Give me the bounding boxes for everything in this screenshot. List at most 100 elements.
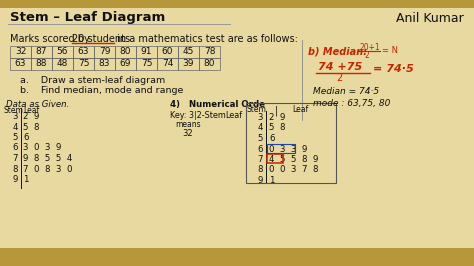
Text: Leaf: Leaf	[23, 106, 39, 115]
Text: means: means	[175, 120, 201, 129]
Bar	[136, 46, 157, 58]
Bar	[115, 58, 136, 70]
Text: a.    Draw a stem-leaf diagram: a. Draw a stem-leaf diagram	[20, 76, 165, 85]
Bar	[0, 248, 474, 266]
Text: 5  8: 5 8	[269, 123, 285, 132]
Bar	[73, 58, 94, 70]
Text: 75: 75	[141, 60, 152, 69]
Bar	[199, 46, 220, 58]
Text: 87: 87	[36, 48, 47, 56]
Text: Stem: Stem	[246, 105, 266, 114]
Bar	[10, 58, 31, 70]
Text: 9: 9	[13, 175, 18, 184]
Bar	[157, 46, 178, 58]
Text: 74: 74	[162, 60, 173, 69]
Text: 9  8  5  5  4: 9 8 5 5 4	[23, 154, 73, 163]
Text: 6: 6	[257, 144, 263, 153]
Text: 45: 45	[183, 48, 194, 56]
Text: Stem: Stem	[3, 106, 23, 115]
Text: 3: 3	[257, 113, 263, 122]
Text: 88: 88	[36, 60, 47, 69]
Text: 75: 75	[78, 60, 89, 69]
Bar	[246, 103, 336, 182]
Text: b) Median:: b) Median:	[308, 46, 367, 56]
Text: Marks scored by: Marks scored by	[10, 34, 93, 44]
Text: 4  5  5  8  9: 4 5 5 8 9	[269, 155, 319, 164]
Text: Median = 74·5: Median = 74·5	[313, 87, 379, 96]
Text: 4)   Numerical Orde: 4) Numerical Orde	[170, 100, 265, 109]
Bar	[31, 58, 52, 70]
Text: 63: 63	[15, 60, 26, 69]
Text: 79: 79	[99, 48, 110, 56]
Text: 32: 32	[182, 129, 192, 138]
Text: 80: 80	[204, 60, 215, 69]
Bar	[199, 58, 220, 70]
Text: 60: 60	[162, 48, 173, 56]
Bar	[10, 46, 31, 58]
Text: Data as Given.: Data as Given.	[6, 100, 69, 109]
Text: 2: 2	[336, 73, 342, 83]
Bar	[136, 58, 157, 70]
Text: |: |	[274, 105, 278, 115]
Text: = 74·5: = 74·5	[373, 64, 414, 74]
Bar	[115, 46, 136, 58]
Text: 20 students: 20 students	[72, 34, 130, 44]
Text: 9: 9	[258, 176, 263, 185]
Bar	[31, 46, 52, 58]
Bar	[178, 46, 199, 58]
Text: 69: 69	[120, 60, 131, 69]
Bar	[178, 58, 199, 70]
Text: Leaf: Leaf	[225, 111, 242, 120]
Text: Anil Kumar: Anil Kumar	[396, 11, 464, 24]
Text: 20+1: 20+1	[360, 43, 381, 52]
Bar	[267, 154, 283, 163]
Text: 8: 8	[257, 165, 263, 174]
Text: = N: = N	[382, 46, 398, 55]
Text: 91: 91	[141, 48, 152, 56]
Text: Stem – Leaf Diagram: Stem – Leaf Diagram	[10, 11, 165, 24]
Text: 48: 48	[57, 60, 68, 69]
Text: 2  9: 2 9	[23, 112, 39, 121]
Text: 0  3  3  9: 0 3 3 9	[269, 144, 307, 153]
Text: 83: 83	[99, 60, 110, 69]
Bar	[267, 143, 295, 152]
Text: 78: 78	[204, 48, 215, 56]
Text: 0  0  3  7  8: 0 0 3 7 8	[269, 165, 319, 174]
Bar	[73, 46, 94, 58]
Bar	[0, 0, 474, 8]
Bar	[52, 46, 73, 58]
Text: Leaf: Leaf	[292, 105, 308, 114]
Bar	[157, 58, 178, 70]
Text: 6: 6	[12, 143, 18, 152]
Text: 3: 3	[12, 112, 18, 121]
Bar	[52, 58, 73, 70]
Text: 3  0  3  9: 3 0 3 9	[23, 143, 61, 152]
Text: 63: 63	[78, 48, 89, 56]
Bar	[94, 46, 115, 58]
Text: 7: 7	[12, 154, 18, 163]
Text: 6: 6	[23, 133, 28, 142]
Text: 56: 56	[57, 48, 68, 56]
Text: 8: 8	[12, 164, 18, 173]
Text: in a mathematics test are as follows:: in a mathematics test are as follows:	[114, 34, 298, 44]
Text: 80: 80	[120, 48, 131, 56]
Text: 1: 1	[23, 175, 28, 184]
Text: 4: 4	[12, 123, 18, 131]
Text: 7  0  8  3  0: 7 0 8 3 0	[23, 164, 73, 173]
Text: mode : 63,75, 80: mode : 63,75, 80	[313, 99, 391, 108]
Text: 32: 32	[15, 48, 26, 56]
Text: 2  9: 2 9	[269, 113, 285, 122]
Text: 39: 39	[183, 60, 194, 69]
Text: b.    Find median, mode and range: b. Find median, mode and range	[20, 86, 183, 95]
Text: 2: 2	[365, 51, 370, 60]
Text: 6: 6	[269, 134, 274, 143]
Text: 7: 7	[257, 155, 263, 164]
Text: 5: 5	[12, 133, 18, 142]
Text: 5  8: 5 8	[23, 123, 39, 131]
Text: 4: 4	[257, 123, 263, 132]
Text: 74 +75: 74 +75	[318, 62, 362, 72]
Bar	[94, 58, 115, 70]
Text: Key: 3|2-Stem: Key: 3|2-Stem	[170, 111, 226, 120]
Text: 1: 1	[269, 176, 274, 185]
Text: 5: 5	[257, 134, 263, 143]
